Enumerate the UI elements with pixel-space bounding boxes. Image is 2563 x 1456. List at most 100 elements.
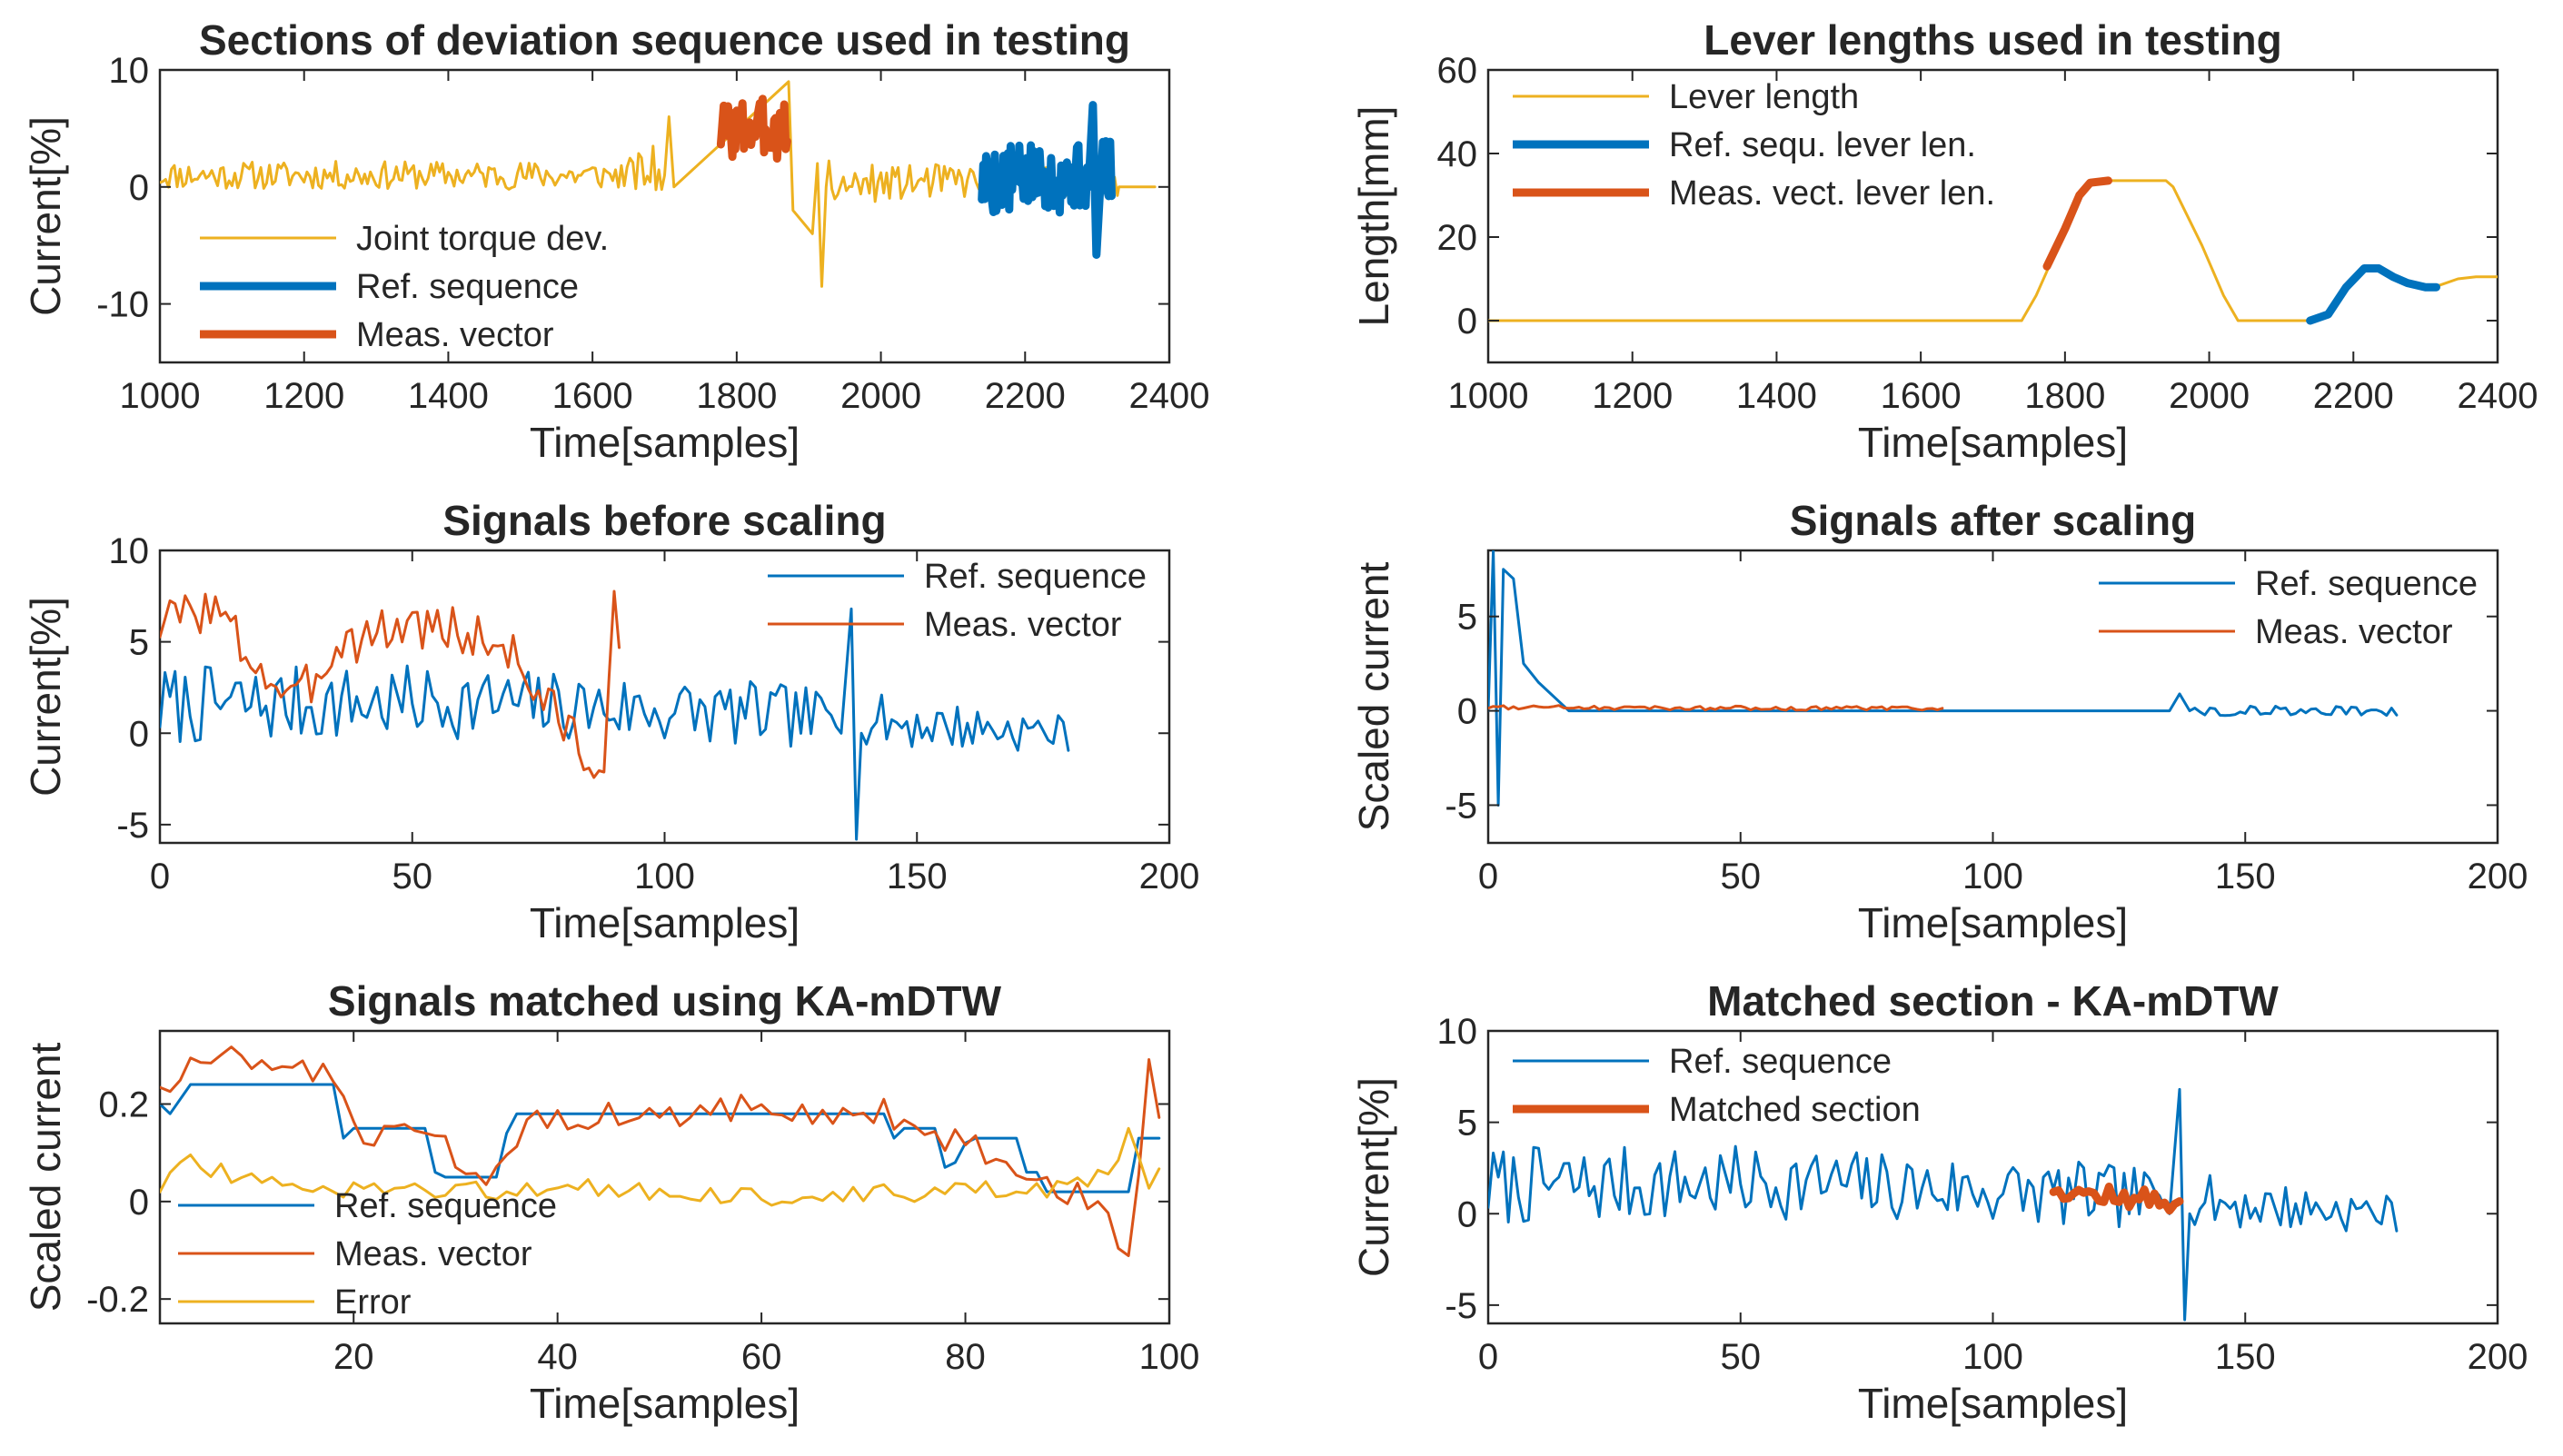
chart-title: Lever lengths used in testing [1704, 16, 2281, 64]
series-line-1 [1488, 550, 2399, 807]
x-tick-label: 50 [1721, 1337, 1762, 1377]
y-tick-label: 0 [129, 168, 149, 208]
legend-label: Meas. vector [334, 1235, 532, 1273]
x-tick-label: 2400 [1129, 376, 1210, 416]
x-tick-label: 1200 [1592, 376, 1673, 416]
y-axis-label: Length[mm] [1350, 106, 1397, 327]
x-tick-label: 100 [1962, 1337, 2023, 1377]
chart-title: Signals after scaling [1790, 497, 2196, 544]
x-tick-label: 200 [2468, 857, 2528, 896]
x-tick-label: 2000 [2169, 376, 2250, 416]
x-tick-label: 2400 [2458, 376, 2538, 416]
series-line-1 [1488, 1087, 2399, 1322]
plot-area [1486, 549, 2499, 845]
x-tick-label: 0 [1478, 1337, 1498, 1377]
x-tick-label: 1800 [696, 376, 777, 416]
x-tick-label: 100 [634, 857, 695, 896]
legend: Ref. sequence Meas. vector Error [178, 1187, 557, 1322]
legend-label: Ref. sequ. lever len. [1669, 126, 1976, 164]
x-tick-label: 1200 [263, 376, 344, 416]
series-line-2 [2306, 264, 2440, 325]
legend-label: Meas. vector [2255, 613, 2453, 651]
legend: Joint torque dev. Ref. sequence Meas. vect… [200, 220, 609, 354]
y-tick-label: 0 [1457, 1194, 1477, 1234]
x-tick-label: 0 [1478, 857, 1498, 896]
plot-area [158, 68, 1171, 364]
y-tick-label: 0 [1457, 692, 1477, 732]
plot-area [158, 549, 1171, 845]
plot-area [1486, 68, 2499, 364]
y-tick-label: -5 [1445, 1286, 1477, 1326]
y-tick-label: 10 [109, 51, 150, 91]
series-line-3 [2042, 176, 2112, 271]
series-line-1 [160, 607, 1070, 841]
x-tick-label: 200 [1139, 857, 1200, 896]
x-tick-label: 1600 [552, 376, 633, 416]
chart-p2: 1000 1200 1400 1600 1800 2000 2200 2400 0 20 40 60 L… [1350, 16, 2538, 466]
legend-label: Meas. vect. lever len. [1669, 174, 1995, 213]
y-tick-label: 5 [1457, 598, 1477, 638]
chart-title: Matched section - KA-mDTW [1707, 977, 2279, 1025]
x-tick-label: 1800 [2024, 376, 2105, 416]
chart-title: Sections of deviation sequence used in t… [199, 16, 1130, 64]
y-tick-label: 10 [109, 531, 150, 571]
y-axis-label: Current[%] [22, 116, 69, 316]
y-tick-label: 0 [129, 1183, 149, 1223]
legend-label: Meas. vector [924, 606, 1122, 644]
series-line-3 [160, 1126, 1161, 1207]
x-axis-label: Time[samples] [1858, 899, 2128, 946]
y-tick-label: -5 [116, 806, 149, 846]
legend: Ref. sequence Matched section [1513, 1043, 1921, 1129]
y-tick-label: -10 [96, 285, 149, 325]
x-tick-label: 80 [945, 1337, 986, 1377]
series-line-2 [978, 101, 1116, 259]
chart-p5: 20 40 60 80 100 -0.2 0 0.2 Signals matched using… [22, 977, 1199, 1427]
x-tick-label: 150 [2215, 857, 2276, 896]
x-tick-label: 2200 [2313, 376, 2394, 416]
legend-label: Ref. sequence [924, 558, 1147, 596]
series-line-3 [716, 94, 791, 163]
y-tick-label: 0 [129, 714, 149, 754]
x-tick-label: 1000 [1448, 376, 1529, 416]
x-tick-label: 50 [1721, 857, 1762, 896]
legend-label: Error [334, 1283, 412, 1322]
series-line-2 [1488, 704, 1944, 712]
x-tick-label: 1400 [1736, 376, 1817, 416]
legend-label: Ref. sequence [356, 268, 579, 306]
x-tick-label: 0 [150, 857, 170, 896]
legend-label: Matched section [1669, 1091, 1921, 1129]
chart-p1: 1000 1200 1400 1600 1800 2000 2200 2400 -10 0 10 Se… [22, 16, 1209, 466]
x-axis-label: Time[samples] [1858, 419, 2128, 466]
y-tick-label: 0.2 [98, 1085, 149, 1125]
y-tick-label: 10 [1437, 1012, 1478, 1052]
series-line-2 [160, 1045, 1161, 1257]
chart-title: Signals matched using KA-mDTW [328, 977, 1002, 1025]
y-axis-label: Current[%] [1350, 1077, 1397, 1277]
legend-label: Ref. sequence [334, 1187, 557, 1225]
x-tick-label: 100 [1962, 857, 2023, 896]
x-axis-label: Time[samples] [530, 1380, 800, 1427]
legend-label: Joint torque dev. [356, 220, 609, 258]
legend: Lever length Ref. sequ. lever len. Meas. v… [1513, 78, 1995, 213]
y-tick-label: 40 [1437, 134, 1478, 174]
x-tick-label: 2000 [840, 376, 921, 416]
legend-label: Ref. sequence [2255, 565, 2478, 603]
y-tick-label: -5 [1445, 786, 1477, 826]
legend-label: Lever length [1669, 78, 1859, 116]
series-line-1 [160, 1083, 1161, 1194]
x-axis-label: Time[samples] [530, 899, 800, 946]
x-tick-label: 1600 [1881, 376, 1962, 416]
y-tick-label: 60 [1437, 51, 1478, 91]
x-tick-label: 60 [741, 1337, 782, 1377]
x-axis-label: Time[samples] [530, 419, 800, 466]
plot-area [158, 1029, 1171, 1325]
x-tick-label: 150 [887, 857, 948, 896]
x-tick-label: 1400 [408, 376, 489, 416]
x-tick-label: 150 [2215, 1337, 2276, 1377]
legend-label: Meas. vector [356, 316, 554, 354]
y-axis-label: Current[%] [22, 597, 69, 797]
